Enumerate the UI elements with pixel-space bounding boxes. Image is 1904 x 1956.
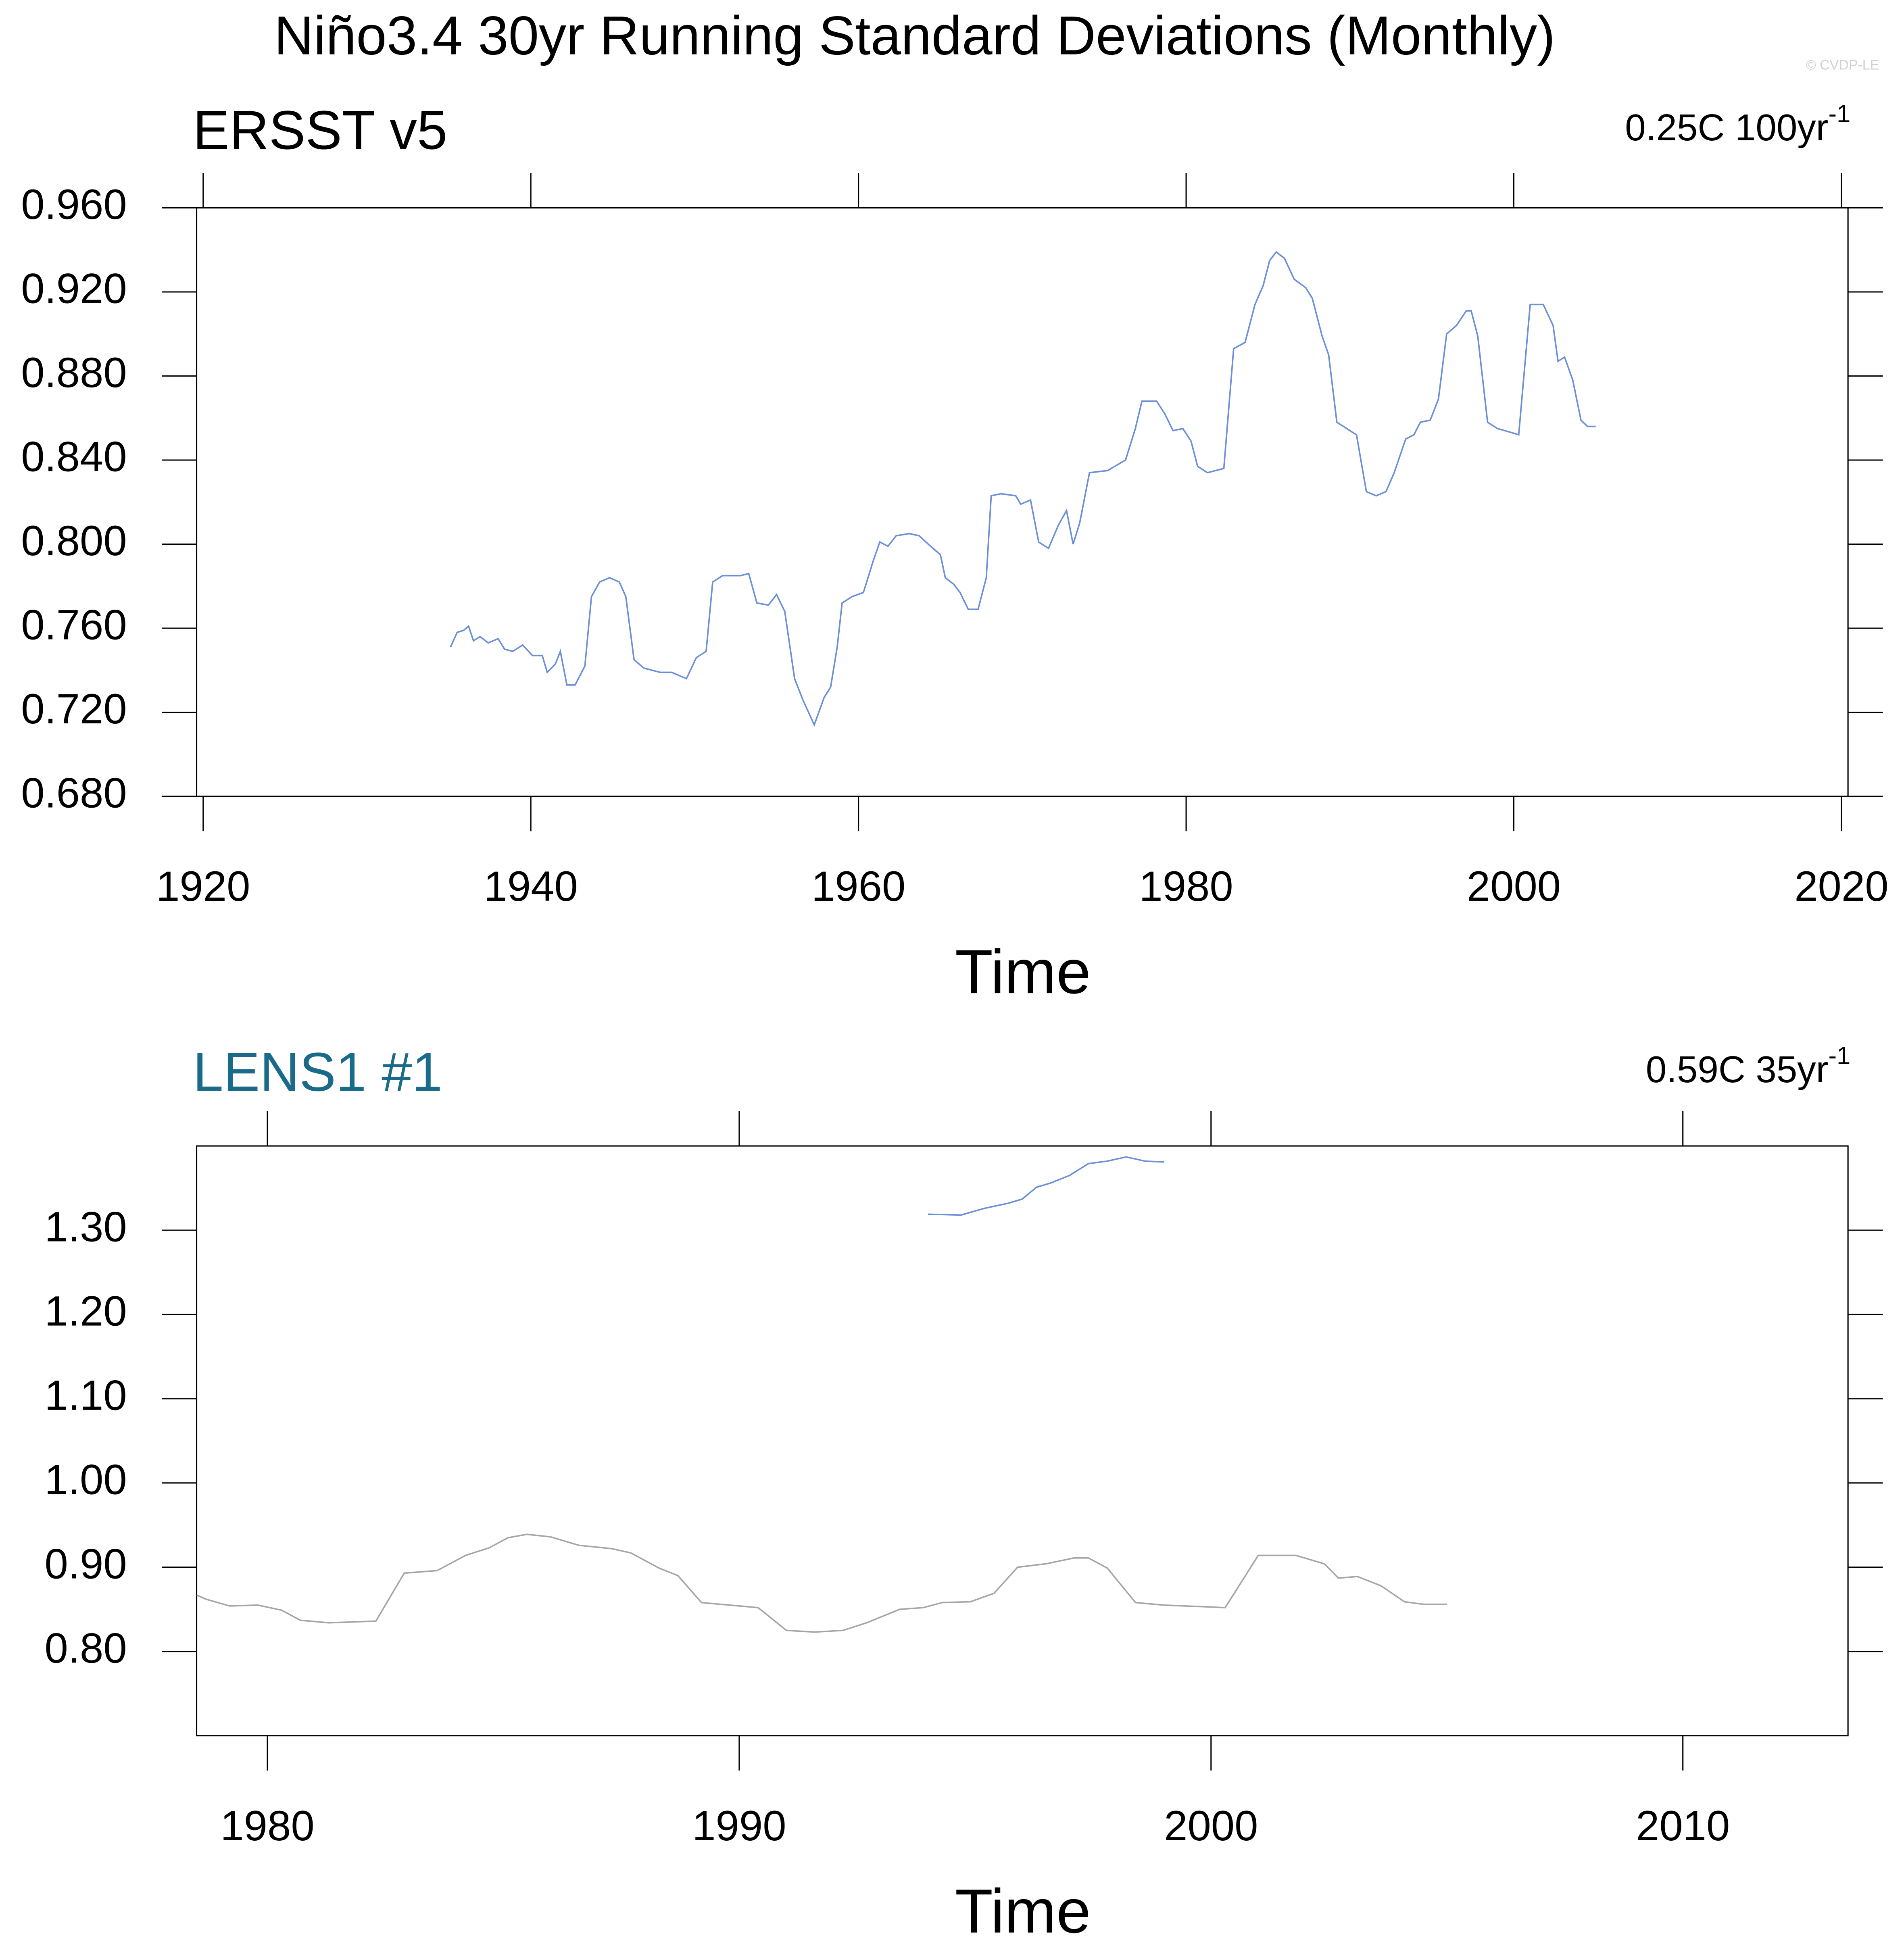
panel-title: ERSST v5 [193, 99, 447, 160]
y-tick-label: 0.760 [21, 602, 127, 649]
data-line [928, 1156, 1164, 1216]
trend-exponent: -1 [1828, 1042, 1850, 1070]
x-axis-title: Time [955, 1876, 1091, 1946]
plot-frame [196, 207, 1849, 797]
y-tick-label: 0.960 [21, 181, 127, 228]
data-line [450, 251, 1596, 727]
trend-text: 0.59C 35yr [1646, 1048, 1829, 1090]
x-tick-label: 2000 [1467, 863, 1561, 910]
y-tick-label: 0.840 [21, 433, 127, 481]
trend-text: 0.25C 100yr [1625, 107, 1828, 149]
x-tick-label: 1960 [811, 863, 905, 910]
panel-title: LENS1 #1 [193, 1041, 442, 1102]
y-tick-label: 0.80 [45, 1625, 127, 1672]
y-tick-label: 1.00 [45, 1456, 127, 1504]
x-tick-label: 2010 [1636, 1802, 1730, 1850]
y-tick-label: 1.20 [45, 1288, 127, 1335]
y-tick-label: 1.30 [45, 1204, 127, 1251]
x-tick-label: 1920 [156, 863, 250, 910]
y-tick-label: 0.920 [21, 265, 127, 312]
y-tick-label: 0.880 [21, 349, 127, 396]
y-tick-label: 0.800 [21, 517, 127, 565]
x-axis-title: Time [955, 937, 1091, 1006]
y-tick-label: 1.10 [45, 1372, 127, 1419]
y-tick-label: 0.680 [21, 770, 127, 817]
data-line [196, 1533, 1447, 1633]
trend-label: 0.59C 35yr-1 [1646, 1042, 1851, 1090]
x-tick-label: 1940 [484, 863, 578, 910]
x-tick-label: 1990 [692, 1802, 786, 1850]
x-tick-label: 1980 [220, 1802, 314, 1850]
watermark: © CVDP-LE [1806, 58, 1879, 73]
main-title: Niño3.4 30yr Running Standard Deviations… [274, 5, 1556, 66]
y-tick-label: 0.90 [45, 1540, 127, 1587]
trend-label: 0.25C 100yr-1 [1625, 100, 1850, 148]
x-tick-label: 2000 [1164, 1802, 1258, 1850]
x-tick-label: 1980 [1139, 863, 1233, 910]
trend-exponent: -1 [1828, 100, 1850, 128]
x-tick-label: 2020 [1794, 863, 1888, 910]
y-tick-label: 0.720 [21, 685, 127, 733]
plot-frame [196, 1145, 1849, 1737]
